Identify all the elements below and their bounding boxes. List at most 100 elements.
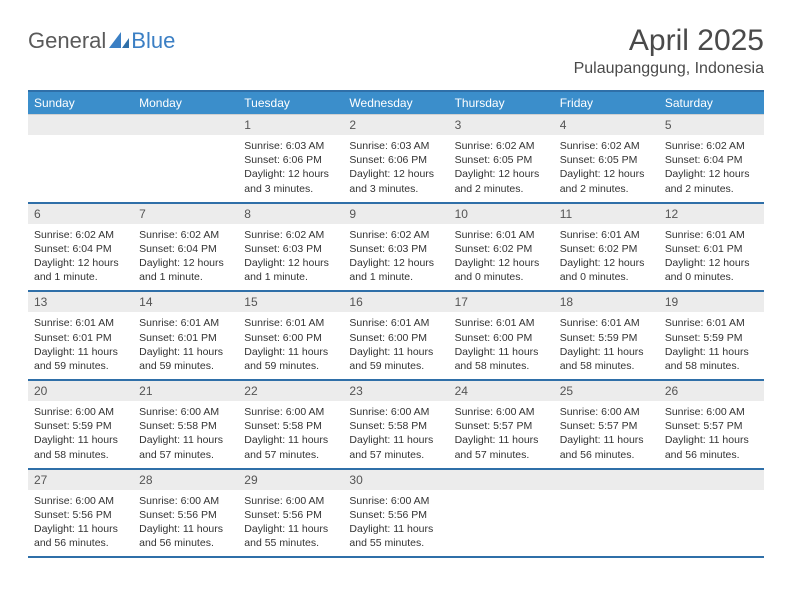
day-number: 3 [449, 114, 554, 135]
day-number: 13 [28, 290, 133, 312]
calendar-cell: 8Sunrise: 6:02 AM Sunset: 6:03 PM Daylig… [238, 202, 343, 291]
calendar-cell [449, 468, 554, 558]
day-details: Sunrise: 6:01 AM Sunset: 6:01 PM Dayligh… [28, 312, 133, 379]
brand-part1: General [28, 28, 106, 54]
day-number [659, 468, 764, 490]
day-details: Sunrise: 6:03 AM Sunset: 6:06 PM Dayligh… [238, 135, 343, 202]
day-number: 6 [28, 202, 133, 224]
day-number: 1 [238, 114, 343, 135]
day-number [554, 468, 659, 490]
day-number: 10 [449, 202, 554, 224]
calendar-cell [659, 468, 764, 558]
day-number: 17 [449, 290, 554, 312]
day-details: Sunrise: 6:01 AM Sunset: 5:59 PM Dayligh… [554, 312, 659, 379]
calendar-cell: 22Sunrise: 6:00 AM Sunset: 5:58 PM Dayli… [238, 379, 343, 468]
day-number: 15 [238, 290, 343, 312]
day-number: 14 [133, 290, 238, 312]
day-number [28, 114, 133, 135]
day-number: 28 [133, 468, 238, 490]
calendar-cell: 19Sunrise: 6:01 AM Sunset: 5:59 PM Dayli… [659, 290, 764, 379]
calendar-cell: 20Sunrise: 6:00 AM Sunset: 5:59 PM Dayli… [28, 379, 133, 468]
day-details: Sunrise: 6:00 AM Sunset: 5:56 PM Dayligh… [343, 490, 448, 557]
day-details: Sunrise: 6:01 AM Sunset: 5:59 PM Dayligh… [659, 312, 764, 379]
day-number: 18 [554, 290, 659, 312]
calendar-cell: 18Sunrise: 6:01 AM Sunset: 5:59 PM Dayli… [554, 290, 659, 379]
calendar-cell: 28Sunrise: 6:00 AM Sunset: 5:56 PM Dayli… [133, 468, 238, 558]
calendar-cell: 10Sunrise: 6:01 AM Sunset: 6:02 PM Dayli… [449, 202, 554, 291]
calendar-cell: 12Sunrise: 6:01 AM Sunset: 6:01 PM Dayli… [659, 202, 764, 291]
day-details: Sunrise: 6:01 AM Sunset: 6:00 PM Dayligh… [238, 312, 343, 379]
day-number: 29 [238, 468, 343, 490]
day-details: Sunrise: 6:00 AM Sunset: 5:57 PM Dayligh… [554, 401, 659, 468]
day-number: 24 [449, 379, 554, 401]
day-number [133, 114, 238, 135]
calendar-cell [554, 468, 659, 558]
day-header: Wednesday [343, 91, 448, 114]
day-number: 5 [659, 114, 764, 135]
day-details: Sunrise: 6:00 AM Sunset: 5:57 PM Dayligh… [659, 401, 764, 468]
day-number: 26 [659, 379, 764, 401]
day-details: Sunrise: 6:00 AM Sunset: 5:56 PM Dayligh… [133, 490, 238, 557]
day-number: 4 [554, 114, 659, 135]
day-details: Sunrise: 6:01 AM Sunset: 6:02 PM Dayligh… [554, 224, 659, 291]
day-number: 20 [28, 379, 133, 401]
title-block: April 2025 Pulaupanggung, Indonesia [574, 24, 764, 78]
day-details: Sunrise: 6:01 AM Sunset: 6:00 PM Dayligh… [449, 312, 554, 379]
calendar-cell: 1Sunrise: 6:03 AM Sunset: 6:06 PM Daylig… [238, 114, 343, 202]
calendar-cell [28, 114, 133, 202]
calendar-cell: 23Sunrise: 6:00 AM Sunset: 5:58 PM Dayli… [343, 379, 448, 468]
day-details: Sunrise: 6:01 AM Sunset: 6:00 PM Dayligh… [343, 312, 448, 379]
day-details: Sunrise: 6:00 AM Sunset: 5:59 PM Dayligh… [28, 401, 133, 468]
day-number: 16 [343, 290, 448, 312]
day-details: Sunrise: 6:00 AM Sunset: 5:58 PM Dayligh… [238, 401, 343, 468]
calendar-cell: 13Sunrise: 6:01 AM Sunset: 6:01 PM Dayli… [28, 290, 133, 379]
calendar-body: 1Sunrise: 6:03 AM Sunset: 6:06 PM Daylig… [28, 114, 764, 557]
day-number: 27 [28, 468, 133, 490]
day-details: Sunrise: 6:00 AM Sunset: 5:58 PM Dayligh… [133, 401, 238, 468]
calendar-cell: 29Sunrise: 6:00 AM Sunset: 5:56 PM Dayli… [238, 468, 343, 558]
day-number: 7 [133, 202, 238, 224]
day-number: 8 [238, 202, 343, 224]
calendar-cell: 25Sunrise: 6:00 AM Sunset: 5:57 PM Dayli… [554, 379, 659, 468]
location-label: Pulaupanggung, Indonesia [574, 60, 764, 78]
calendar-cell: 3Sunrise: 6:02 AM Sunset: 6:05 PM Daylig… [449, 114, 554, 202]
day-number: 11 [554, 202, 659, 224]
day-details: Sunrise: 6:03 AM Sunset: 6:06 PM Dayligh… [343, 135, 448, 202]
day-details: Sunrise: 6:02 AM Sunset: 6:05 PM Dayligh… [449, 135, 554, 202]
brand-logo: GeneralBlue [28, 28, 175, 54]
day-details: Sunrise: 6:02 AM Sunset: 6:03 PM Dayligh… [343, 224, 448, 291]
calendar-cell: 11Sunrise: 6:01 AM Sunset: 6:02 PM Dayli… [554, 202, 659, 291]
calendar-cell: 26Sunrise: 6:00 AM Sunset: 5:57 PM Dayli… [659, 379, 764, 468]
day-number: 12 [659, 202, 764, 224]
day-details: Sunrise: 6:01 AM Sunset: 6:02 PM Dayligh… [449, 224, 554, 291]
day-details: Sunrise: 6:00 AM Sunset: 5:58 PM Dayligh… [343, 401, 448, 468]
header: GeneralBlue April 2025 Pulaupanggung, In… [28, 24, 764, 78]
day-header: Sunday [28, 91, 133, 114]
day-number: 21 [133, 379, 238, 401]
day-details: Sunrise: 6:00 AM Sunset: 5:56 PM Dayligh… [28, 490, 133, 557]
day-details: Sunrise: 6:01 AM Sunset: 6:01 PM Dayligh… [659, 224, 764, 291]
day-details: Sunrise: 6:00 AM Sunset: 5:56 PM Dayligh… [238, 490, 343, 557]
day-number [449, 468, 554, 490]
calendar-cell: 4Sunrise: 6:02 AM Sunset: 6:05 PM Daylig… [554, 114, 659, 202]
day-number: 2 [343, 114, 448, 135]
day-header: Friday [554, 91, 659, 114]
calendar-cell: 9Sunrise: 6:02 AM Sunset: 6:03 PM Daylig… [343, 202, 448, 291]
day-details: Sunrise: 6:02 AM Sunset: 6:04 PM Dayligh… [133, 224, 238, 291]
day-details: Sunrise: 6:02 AM Sunset: 6:05 PM Dayligh… [554, 135, 659, 202]
day-header: Monday [133, 91, 238, 114]
calendar-cell: 27Sunrise: 6:00 AM Sunset: 5:56 PM Dayli… [28, 468, 133, 558]
calendar-cell: 14Sunrise: 6:01 AM Sunset: 6:01 PM Dayli… [133, 290, 238, 379]
calendar-cell: 16Sunrise: 6:01 AM Sunset: 6:00 PM Dayli… [343, 290, 448, 379]
day-details: Sunrise: 6:00 AM Sunset: 5:57 PM Dayligh… [449, 401, 554, 468]
day-number: 19 [659, 290, 764, 312]
day-number: 25 [554, 379, 659, 401]
day-number: 22 [238, 379, 343, 401]
calendar-cell: 30Sunrise: 6:00 AM Sunset: 5:56 PM Dayli… [343, 468, 448, 558]
calendar-head: SundayMondayTuesdayWednesdayThursdayFrid… [28, 91, 764, 114]
calendar-page: GeneralBlue April 2025 Pulaupanggung, In… [0, 0, 792, 582]
calendar-cell: 15Sunrise: 6:01 AM Sunset: 6:00 PM Dayli… [238, 290, 343, 379]
day-details: Sunrise: 6:02 AM Sunset: 6:04 PM Dayligh… [659, 135, 764, 202]
calendar-cell: 24Sunrise: 6:00 AM Sunset: 5:57 PM Dayli… [449, 379, 554, 468]
day-header: Tuesday [238, 91, 343, 114]
